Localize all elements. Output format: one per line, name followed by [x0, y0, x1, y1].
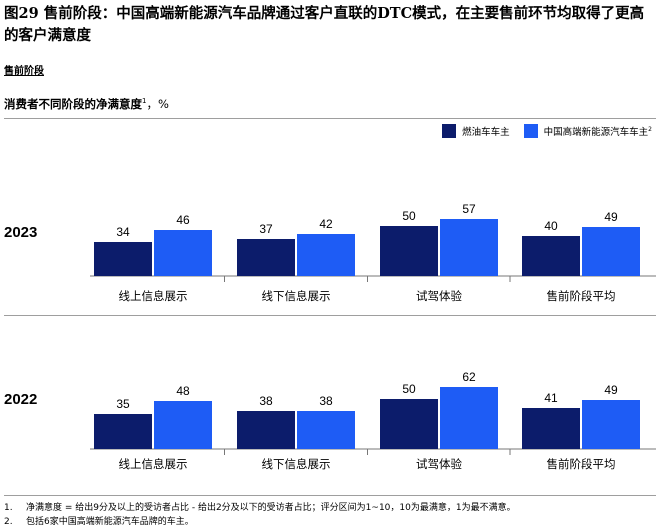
footnote-2-num: 2.	[4, 517, 13, 527]
data-label: 42	[319, 217, 333, 231]
subtitle-unit: ，%	[146, 97, 169, 111]
year-label: 2022	[4, 391, 37, 408]
category-label: 试驾体验	[416, 457, 462, 471]
bar-2023-ice-3	[522, 236, 580, 276]
data-label: 48	[176, 384, 190, 398]
legend-label-nev-text: 中国高端新能源汽车车主	[543, 127, 649, 138]
legend-item-nev: 中国高端新能源汽车车主2	[523, 124, 652, 138]
bar-2023-nev-0	[154, 230, 212, 276]
legend-label-nev: 中国高端新能源汽车车主2	[544, 124, 652, 138]
footnote-2: 2. 包括6家中国高端新能源汽车品牌的车主。	[4, 515, 516, 529]
data-label: 40	[544, 219, 558, 233]
middle-rule	[4, 315, 656, 316]
chart-2023: 2023 34 46 线上信息展示 37 42 线下信息展示 50 57 试驾体验 40 49 售前阶段…	[4, 202, 656, 303]
legend-item-ice: 燃油车车主	[442, 124, 510, 138]
data-label: 37	[259, 222, 273, 236]
data-label: 38	[319, 394, 333, 408]
data-label: 34	[116, 225, 130, 239]
top-rule	[4, 118, 656, 119]
category-label: 线上信息展示	[119, 457, 188, 471]
bar-2023-ice-0	[94, 242, 152, 276]
section-label: 售前阶段	[4, 66, 44, 77]
bar-2023-ice-1	[237, 239, 295, 276]
bar-2022-ice-3	[522, 408, 580, 449]
data-label: 49	[604, 383, 618, 397]
bar-2022-ice-2	[380, 399, 438, 449]
bar-2023-nev-1	[297, 234, 355, 276]
bar-2022-nev-2	[440, 387, 498, 449]
bar-2023-nev-2	[440, 219, 498, 276]
bar-2023-ice-2	[380, 226, 438, 276]
bottom-rule	[4, 495, 656, 496]
data-label: 38	[259, 394, 273, 408]
legend: 燃油车车主 中国高端新能源汽车车主2	[442, 124, 652, 138]
data-label: 50	[402, 209, 416, 223]
legend-swatch-nev	[523, 124, 538, 138]
category-label: 售前阶段平均	[547, 457, 616, 471]
data-label: 46	[176, 213, 190, 227]
data-label: 41	[544, 391, 558, 405]
bar-2022-nev-0	[154, 401, 212, 449]
footnote-1-num: 1.	[4, 503, 13, 513]
year-label: 2023	[4, 224, 37, 241]
bar-2022-ice-0	[94, 414, 152, 449]
subtitle-text: 消费者不同阶段的净满意度	[4, 97, 142, 111]
chart-2022: 2022 35 48 线上信息展示 38 38 线下信息展示 50 62 试驾体验 41 49 售前阶段…	[4, 370, 656, 471]
legend-label-ice: 燃油车车主	[462, 127, 510, 138]
data-label: 35	[116, 397, 130, 411]
category-label: 售前阶段平均	[547, 289, 616, 303]
category-label: 线下信息展示	[262, 457, 331, 471]
data-label: 50	[402, 382, 416, 396]
footnote-1-text: 净满意度 = 给出9分及以上的受访者占比 - 给出2分及以下的受访者占比；评分区…	[26, 503, 516, 513]
footnotes: 1. 净满意度 = 给出9分及以上的受访者占比 - 给出2分及以下的受访者占比；评…	[4, 501, 516, 529]
bar-2023-nev-3	[582, 227, 640, 276]
bar-2022-nev-3	[582, 400, 640, 449]
legend-swatch-ice	[442, 124, 457, 138]
category-label: 试驾体验	[416, 289, 462, 303]
subtitle-footnote-ref: 1	[142, 97, 147, 106]
footnote-2-text: 包括6家中国高端新能源汽车品牌的车主。	[26, 517, 194, 527]
category-label: 线上信息展示	[119, 289, 188, 303]
bar-2022-nev-1	[297, 411, 355, 449]
figure-title: 图29 售前阶段：中国高端新能源汽车品牌通过客户直联的DTC模式，在主要售前环节…	[4, 5, 645, 44]
data-label: 62	[462, 370, 476, 384]
bar-2022-ice-1	[237, 411, 295, 449]
data-label: 49	[604, 210, 618, 224]
chart-subtitle: 消费者不同阶段的净满意度1，%	[4, 96, 169, 112]
data-label: 57	[462, 202, 476, 216]
category-label: 线下信息展示	[262, 289, 331, 303]
legend-label-nev-sup: 2	[648, 125, 652, 133]
footnote-1: 1. 净满意度 = 给出9分及以上的受访者占比 - 给出2分及以下的受访者占比；评…	[4, 501, 516, 515]
